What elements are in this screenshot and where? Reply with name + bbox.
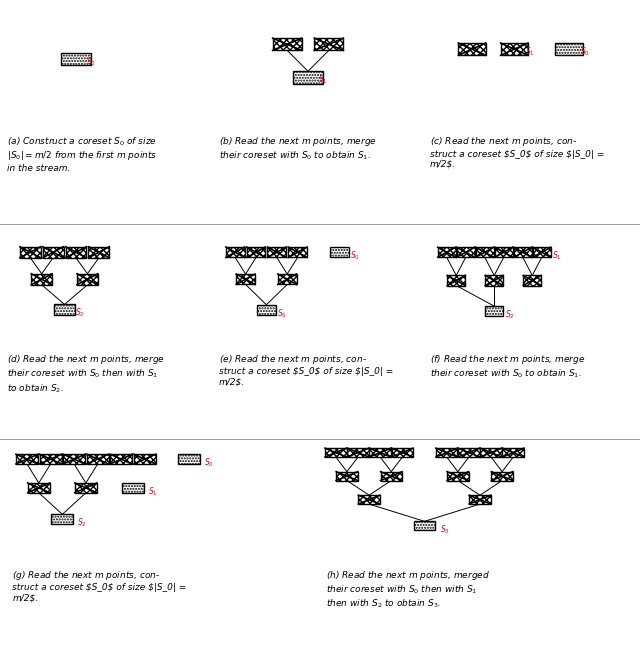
Text: $S_0$: $S_0$ (86, 55, 97, 68)
Bar (480, 448, 502, 457)
Bar (325, 448, 347, 457)
Text: $S_1$: $S_1$ (148, 486, 157, 498)
Bar (500, 43, 528, 55)
Bar (369, 448, 391, 457)
Bar (273, 38, 302, 50)
Bar (358, 495, 380, 504)
Bar (77, 274, 98, 284)
Bar (122, 483, 144, 493)
Bar (556, 43, 583, 55)
Text: $S_0$: $S_0$ (277, 307, 287, 319)
Bar (88, 247, 109, 258)
Bar (414, 521, 435, 530)
Text: $S_0$: $S_0$ (580, 46, 589, 58)
Bar (178, 454, 200, 464)
Bar (436, 448, 458, 457)
Bar (469, 495, 491, 504)
Bar (457, 248, 475, 257)
Bar (293, 71, 323, 84)
Bar (502, 448, 524, 457)
Bar (458, 448, 479, 457)
Bar (63, 454, 85, 464)
Bar (20, 247, 41, 258)
Bar (288, 247, 307, 257)
Bar (458, 43, 486, 55)
Bar (110, 454, 132, 464)
Bar (485, 306, 503, 316)
Text: (g) Read the next $m$ points, con-
struct a coreset $S_0$ of size $|S_0| =
m/2$.: (g) Read the next $m$ points, con- struc… (12, 569, 186, 603)
Bar (278, 274, 296, 284)
Text: (c) Read the next $m$ points, con-
struct a coreset $S_0$ of size $|S_0| =
m/2$.: (c) Read the next $m$ points, con- struc… (430, 135, 604, 169)
Text: (b) Read the next $m$ points, merge
their coreset with $S_0$ to obtain $S_1$.: (b) Read the next $m$ points, merge thei… (219, 135, 376, 162)
Bar (16, 454, 38, 464)
Bar (476, 248, 493, 257)
Bar (514, 248, 532, 257)
Bar (485, 275, 503, 286)
Bar (495, 248, 513, 257)
Text: $S_2$: $S_2$ (505, 309, 515, 321)
Bar (51, 514, 74, 524)
Text: $S_2$: $S_2$ (75, 307, 84, 319)
Bar (392, 448, 413, 457)
Bar (330, 247, 349, 257)
Bar (532, 248, 551, 257)
Bar (54, 304, 75, 315)
Text: (a) Construct a coreset $S_0$ of size
$|S_0| = m/2$ from the first $m$ points
in: (a) Construct a coreset $S_0$ of size $|… (8, 135, 157, 173)
Bar (43, 247, 63, 258)
Bar (447, 275, 465, 286)
Bar (524, 275, 541, 286)
Bar (348, 448, 369, 457)
Bar (447, 472, 468, 480)
Text: $S_2$: $S_2$ (77, 517, 87, 529)
Text: (e) Read the next $m$ points, con-
struct a coreset $S_0$ of size $|S_0| =
m/2$.: (e) Read the next $m$ points, con- struc… (219, 353, 393, 387)
Bar (75, 483, 97, 493)
Bar (381, 472, 402, 480)
Bar (134, 454, 156, 464)
Text: (f) Read the next $m$ points, merge
their coreset with $S_0$ to obtain $S_1$.: (f) Read the next $m$ points, merge thei… (430, 353, 585, 380)
Text: $S_3$: $S_3$ (440, 524, 450, 537)
Bar (61, 53, 91, 65)
Bar (438, 248, 456, 257)
Bar (86, 454, 109, 464)
Bar (246, 247, 266, 257)
Bar (236, 274, 255, 284)
Text: (h) Read the next $m$ points, merged
their coreset with $S_0$ then with $S_1$
th: (h) Read the next $m$ points, merged the… (326, 569, 490, 610)
Bar (314, 38, 344, 50)
Bar (492, 472, 513, 480)
Text: $S_0$: $S_0$ (349, 249, 360, 262)
Bar (40, 454, 61, 464)
Bar (257, 305, 276, 315)
Text: $S_1$: $S_1$ (319, 74, 328, 86)
Text: (d) Read the next $m$ points, merge
their coreset with $S_0$ then with $S_1$
to : (d) Read the next $m$ points, merge thei… (8, 353, 165, 395)
Bar (66, 247, 86, 258)
Bar (28, 483, 50, 493)
Bar (31, 274, 52, 284)
Text: $S_1$: $S_1$ (552, 249, 562, 262)
Bar (268, 247, 286, 257)
Bar (226, 247, 244, 257)
Bar (336, 472, 358, 480)
Text: $S_0$: $S_0$ (204, 457, 214, 469)
Text: $S_1$: $S_1$ (525, 46, 534, 58)
